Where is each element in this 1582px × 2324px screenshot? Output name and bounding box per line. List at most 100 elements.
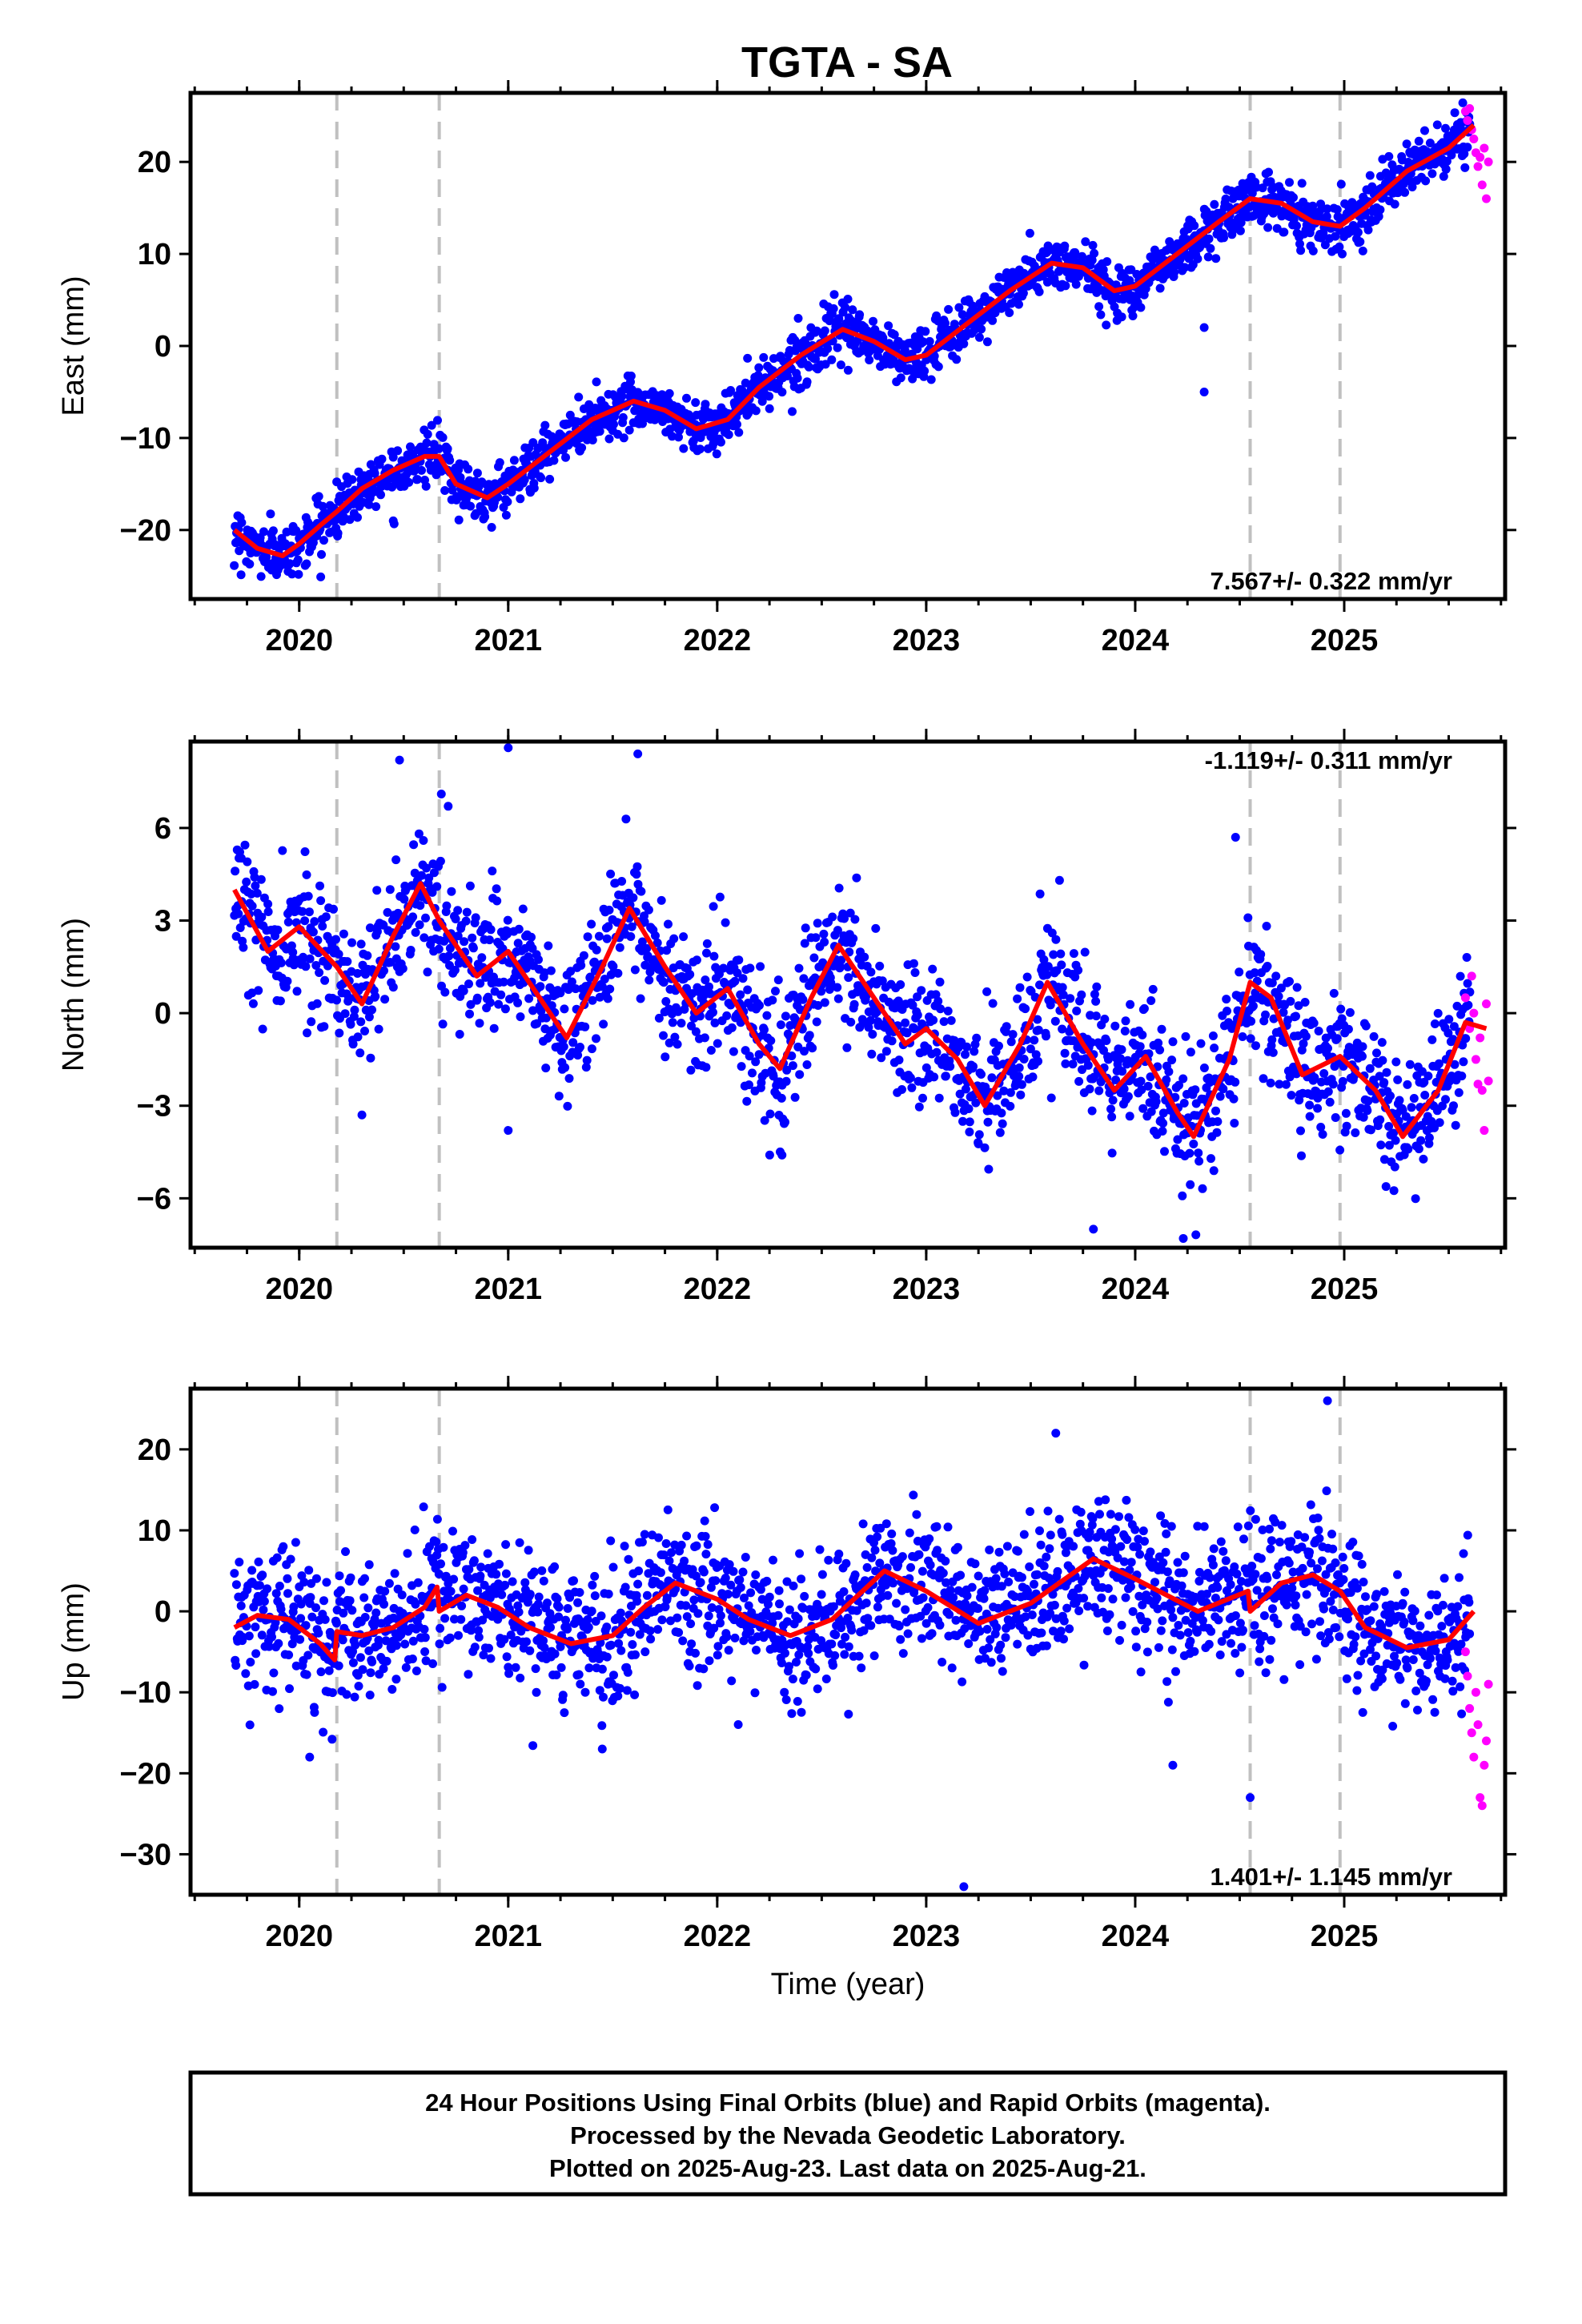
north-final-point xyxy=(835,962,845,971)
north-final-point xyxy=(1454,1088,1464,1097)
up-final-point xyxy=(785,1662,793,1671)
up-final-point xyxy=(458,1548,468,1558)
up-final-point xyxy=(912,1510,921,1519)
north-final-point xyxy=(801,923,810,933)
up-final-point xyxy=(311,1574,321,1583)
east-final-point xyxy=(1087,255,1097,265)
north-final-point xyxy=(793,1042,803,1051)
north-final-point xyxy=(905,1073,915,1083)
north-final-point xyxy=(1461,1034,1471,1043)
north-final-point xyxy=(685,970,695,979)
north-final-point xyxy=(983,1117,993,1127)
up-final-point xyxy=(363,1603,373,1613)
east-ylabel: East (mm) xyxy=(57,275,90,416)
north-final-point xyxy=(1299,1039,1308,1048)
up-final-point xyxy=(246,1658,255,1667)
north-final-point xyxy=(302,870,311,879)
north-final-point xyxy=(592,945,601,955)
north-final-point xyxy=(1309,1019,1319,1028)
east-final-point xyxy=(793,314,803,323)
north-rapid-point xyxy=(1482,999,1492,1009)
up-final-point xyxy=(875,1558,885,1568)
north-final-point xyxy=(320,975,330,985)
north-final-point xyxy=(1243,913,1253,923)
north-final-point xyxy=(1331,1113,1340,1122)
up-final-point xyxy=(700,1516,709,1526)
north-final-point xyxy=(1116,1054,1125,1063)
north-final-point xyxy=(240,840,250,850)
north-rapid-points xyxy=(1460,971,1493,1136)
up-final-point xyxy=(322,1578,331,1587)
north-final-point xyxy=(659,978,669,987)
north-final-point xyxy=(1384,1122,1394,1131)
north-final-point xyxy=(748,1068,757,1078)
east-final-point xyxy=(440,486,450,495)
north-ytick-label: 6 xyxy=(155,812,171,846)
north-final-point xyxy=(398,964,408,973)
east-final-point xyxy=(884,321,893,331)
east-final-point xyxy=(1447,151,1456,160)
north-final-point xyxy=(477,953,487,963)
north-final-point xyxy=(1213,1117,1223,1126)
north-final-point xyxy=(1033,1015,1042,1024)
north-final-point xyxy=(1006,1037,1016,1047)
up-final-point xyxy=(640,1530,649,1539)
north-final-point xyxy=(541,1013,551,1023)
up-final-point xyxy=(583,1614,592,1624)
up-final-point xyxy=(634,1566,644,1576)
north-final-point xyxy=(312,999,322,1008)
up-final-point xyxy=(231,1661,241,1671)
north-final-point xyxy=(1148,984,1158,994)
north-final-point xyxy=(1451,1120,1460,1130)
east-xtick-label: 2025 xyxy=(1311,624,1379,657)
up-final-point xyxy=(871,1566,881,1576)
north-final-point xyxy=(820,937,829,947)
east-final-point xyxy=(317,549,326,559)
up-final-point xyxy=(691,1648,700,1658)
north-final-point xyxy=(476,979,485,988)
north-final-point xyxy=(400,895,409,904)
north-final-point xyxy=(1008,1030,1018,1039)
north-final-point xyxy=(1211,1106,1220,1116)
north-final-point xyxy=(965,1128,974,1136)
up-final-point xyxy=(432,1537,441,1546)
north-final-point xyxy=(1070,972,1080,982)
east-final-point xyxy=(765,404,774,413)
north-final-point xyxy=(1178,1074,1188,1084)
north-final-point xyxy=(998,1119,1007,1128)
north-final-point xyxy=(1212,1128,1222,1137)
up-final-point xyxy=(251,1649,261,1659)
up-final-point xyxy=(346,1573,355,1582)
east-final-point xyxy=(804,362,813,372)
east-final-point xyxy=(1071,279,1081,289)
up-final-point xyxy=(439,1542,448,1552)
east-final-point xyxy=(1365,171,1375,180)
up-final-point xyxy=(909,1490,918,1500)
north-final-point xyxy=(298,907,307,916)
up-final-point xyxy=(821,1675,831,1683)
north-final-point xyxy=(1457,1072,1467,1081)
north-final-point xyxy=(1395,1096,1404,1105)
east-final-point xyxy=(701,400,710,409)
east-final-point xyxy=(1322,211,1331,221)
up-final-point xyxy=(569,1576,578,1586)
east-final-point xyxy=(630,406,640,416)
up-final-point xyxy=(716,1611,725,1620)
north-final-point xyxy=(766,1036,776,1045)
up-final-point xyxy=(314,1628,323,1638)
north-final-point xyxy=(1286,996,1295,1006)
east-final-point xyxy=(726,386,736,395)
north-final-point xyxy=(380,995,390,1004)
north-final-point xyxy=(1420,1091,1430,1100)
north-final-point xyxy=(1006,1088,1015,1097)
up-final-point xyxy=(231,1580,241,1590)
north-final-point xyxy=(1080,947,1090,957)
north-final-point xyxy=(1219,1084,1228,1094)
up-final-point xyxy=(657,1615,667,1625)
north-final-point xyxy=(420,933,429,943)
east-final-point xyxy=(841,303,850,312)
north-final-point xyxy=(1034,1056,1042,1066)
east-final-point xyxy=(1289,193,1298,203)
north-final-point xyxy=(592,1034,600,1043)
east-ytick-label: 0 xyxy=(155,330,171,364)
